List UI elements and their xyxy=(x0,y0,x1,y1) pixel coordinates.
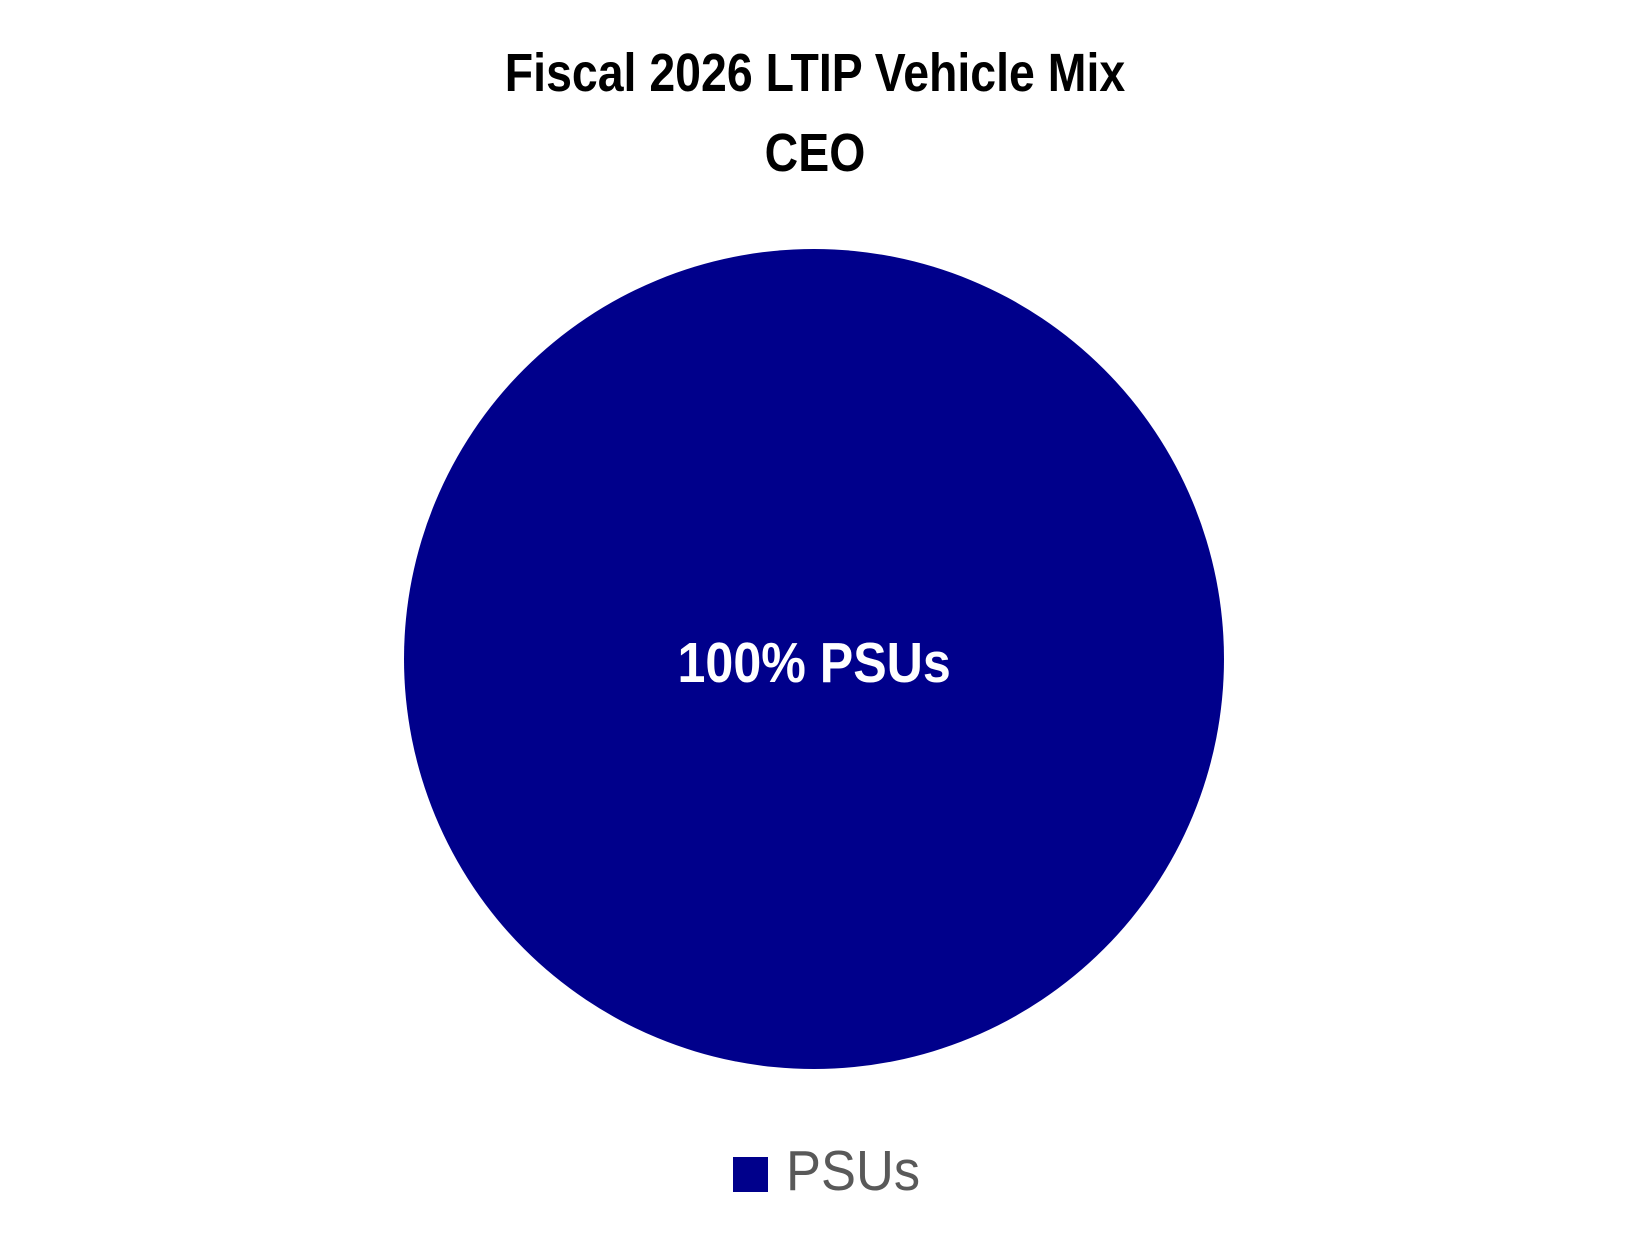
pie-data-label: 100% PSUs xyxy=(677,631,951,695)
legend-label-psus: PSUs xyxy=(786,1139,921,1203)
chart-subtitle: CEO xyxy=(764,123,866,183)
pie-slice-psus[interactable] xyxy=(404,249,1224,1069)
legend-swatch-psus xyxy=(733,1156,768,1192)
chart-title: Fiscal 2026 LTIP Vehicle Mix xyxy=(504,43,1126,103)
legend: PSUs xyxy=(733,1138,932,1204)
